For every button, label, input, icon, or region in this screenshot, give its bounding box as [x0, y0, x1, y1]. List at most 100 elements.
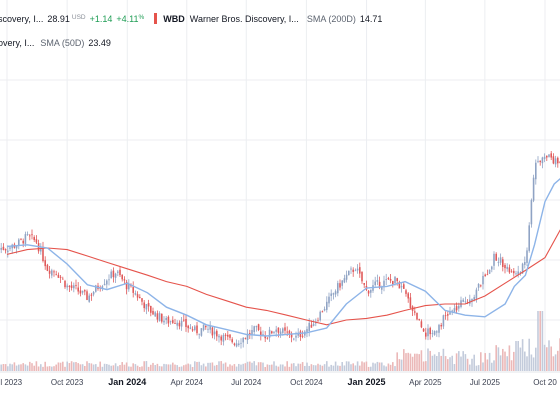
volume-bar	[139, 366, 141, 371]
legend-change: +1.14	[89, 13, 113, 24]
candle-body	[174, 323, 176, 324]
candle	[350, 266, 352, 274]
candle	[524, 256, 526, 269]
candle	[515, 270, 517, 276]
volume-bar	[246, 361, 249, 371]
candle-body	[557, 157, 559, 164]
candle	[81, 290, 84, 295]
candle-body	[282, 328, 284, 333]
candle-body	[227, 334, 229, 337]
volume-bar	[145, 361, 148, 371]
candle-body	[200, 328, 203, 336]
volume-bar	[277, 366, 280, 371]
candle	[143, 300, 145, 312]
candle	[4, 248, 7, 254]
candle	[359, 262, 361, 278]
candle-body	[431, 333, 434, 334]
candle-body	[488, 269, 491, 274]
candle-body	[337, 283, 339, 294]
candle	[172, 316, 174, 325]
volume-bar	[22, 363, 24, 371]
volume-bar	[150, 364, 152, 371]
volume-bar	[141, 366, 143, 371]
candle	[370, 289, 372, 298]
volume-bar	[414, 353, 416, 371]
candle	[46, 263, 49, 272]
candle-body	[477, 283, 480, 288]
candle-body	[319, 311, 321, 321]
volume-bar	[51, 366, 53, 371]
candle-body	[297, 332, 299, 336]
candle	[183, 314, 185, 322]
candle	[279, 328, 282, 338]
candle-body	[473, 297, 475, 300]
candle-body	[524, 262, 526, 265]
volume-bar	[75, 362, 77, 371]
candle	[145, 304, 148, 315]
volume-bar	[29, 361, 31, 371]
legend-sma50-label: SMA (50D)	[40, 38, 85, 48]
legend-row-secondary: overy, I... SMA (50D) 23.49	[0, 37, 111, 49]
volume-bar	[112, 365, 115, 371]
candle	[240, 338, 242, 349]
candle	[548, 153, 550, 158]
legend-series-color-swatch	[154, 13, 158, 24]
x-axis-tick-label: Oct 2024	[290, 378, 323, 387]
volume-bar	[132, 363, 134, 371]
candle	[29, 233, 31, 241]
candle-body	[515, 273, 517, 275]
candle	[484, 273, 486, 277]
candle-body	[253, 326, 255, 333]
candle-body	[2, 246, 5, 250]
volume-bar	[337, 365, 339, 371]
candle	[77, 282, 79, 295]
candle	[464, 296, 467, 304]
volume-bar	[70, 361, 73, 371]
volume-bar	[530, 354, 533, 371]
candle	[508, 264, 511, 274]
candle-body	[455, 306, 458, 311]
volume-bar	[209, 362, 211, 371]
candle	[9, 246, 11, 252]
candle	[257, 323, 260, 332]
volume-bar	[33, 365, 35, 371]
candle-body	[442, 315, 445, 327]
volume-bar	[451, 355, 453, 371]
candle-body	[106, 280, 108, 285]
candle-body	[312, 323, 315, 326]
volume-bar	[480, 352, 482, 371]
candle	[385, 273, 387, 286]
legend-symbol[interactable]: WBD	[163, 13, 185, 24]
candle	[341, 280, 343, 290]
candle	[176, 320, 178, 330]
candle-body	[539, 160, 541, 163]
candle	[92, 291, 95, 297]
volume-bar	[306, 362, 308, 371]
volume-bar	[499, 355, 502, 371]
volume-bar	[398, 359, 401, 371]
legend-security-name-2: overy, I...	[0, 38, 35, 48]
candle	[128, 279, 130, 292]
candle	[343, 274, 346, 284]
candle	[304, 330, 306, 339]
candle	[235, 339, 238, 348]
candle	[403, 281, 405, 289]
candle-body	[7, 250, 9, 253]
volume-bar	[279, 364, 282, 371]
volume-bar	[491, 362, 493, 371]
candle	[178, 320, 181, 330]
candle-body	[108, 279, 110, 281]
candle	[244, 337, 247, 340]
volume-bar	[376, 361, 379, 371]
candle	[2, 243, 5, 251]
candle-body	[152, 310, 154, 315]
candle-body	[389, 278, 392, 281]
candle-body	[420, 321, 423, 328]
legend-sma200-label: SMA (200D)	[306, 13, 356, 24]
volume-bar	[198, 361, 200, 371]
candle-body	[532, 177, 535, 201]
volume-bar	[326, 361, 328, 371]
volume-bar	[207, 362, 209, 371]
candle	[196, 321, 198, 336]
